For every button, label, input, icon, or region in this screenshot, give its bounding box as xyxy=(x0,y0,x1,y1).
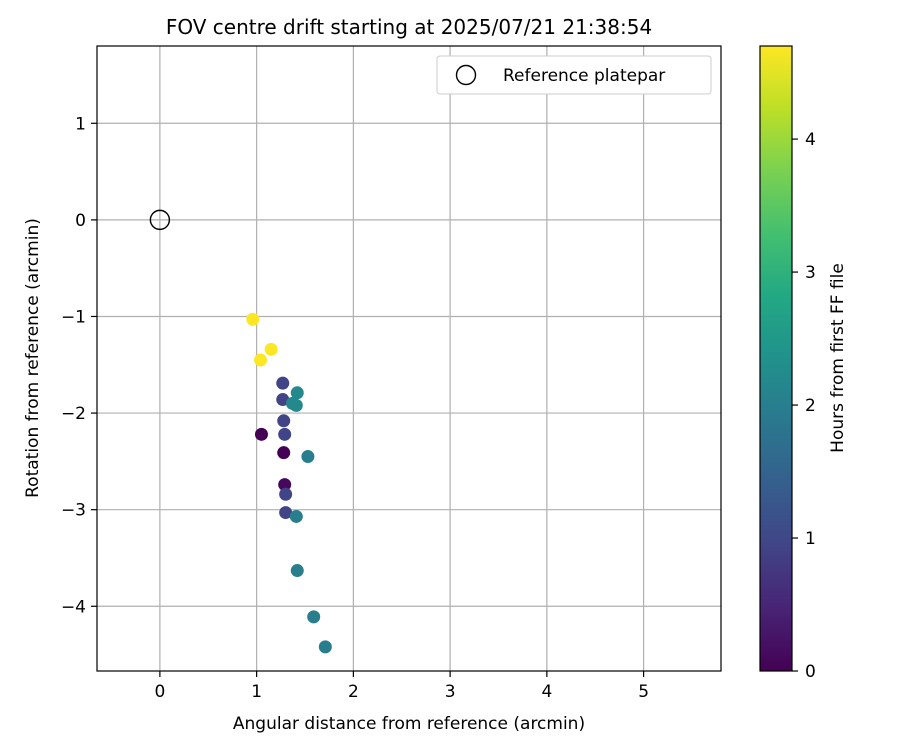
plot-frame xyxy=(96,45,722,672)
reference-marker-group xyxy=(149,209,171,231)
x-tick-label: 5 xyxy=(638,682,649,702)
x-tick-label: 2 xyxy=(348,682,359,702)
plot-area: 0 1 2 3 4 5 −4 −3 −2 −1 0 1 xyxy=(61,45,722,702)
colorbar-tick-label: 0 xyxy=(805,662,816,682)
y-tick-label: −2 xyxy=(61,404,86,424)
x-axis-label: Angular distance from reference (arcmin) xyxy=(233,714,585,734)
x-tick-label: 4 xyxy=(541,682,552,702)
colorbar-tick-label: 4 xyxy=(805,130,816,150)
colorbar-tick-label: 3 xyxy=(805,263,816,283)
y-tick-label: −3 xyxy=(61,501,86,521)
reference-platepar-marker xyxy=(149,209,171,231)
colorbar-tick-label: 2 xyxy=(805,396,816,416)
x-axis-ticks: 0 1 2 3 4 5 xyxy=(154,671,649,702)
legend-reference-marker xyxy=(455,64,477,86)
colorbar: 0 1 2 3 4 Hours from first FF file xyxy=(759,45,848,682)
y-tick-label: −4 xyxy=(61,597,86,617)
data-points xyxy=(246,312,332,654)
colorbar-label: Hours from first FF file xyxy=(828,263,848,453)
data-point xyxy=(290,386,304,400)
data-point xyxy=(254,427,268,441)
data-point xyxy=(279,506,293,520)
x-tick-label: 3 xyxy=(445,682,456,702)
legend-box xyxy=(436,55,712,95)
grid-lines xyxy=(97,46,721,671)
data-point xyxy=(276,376,290,390)
y-axis-ticks: −4 −3 −2 −1 0 1 xyxy=(61,114,97,617)
data-point xyxy=(279,487,293,501)
colorbar-ticks: 0 1 2 3 4 xyxy=(792,130,816,682)
data-point xyxy=(289,509,303,523)
data-point xyxy=(246,312,260,326)
plot-background xyxy=(97,46,721,671)
colorbar-tick-label: 1 xyxy=(805,529,816,549)
y-tick-label: −1 xyxy=(61,307,86,327)
legend: Reference platepar xyxy=(436,55,712,95)
data-point xyxy=(278,478,292,492)
data-point xyxy=(301,450,315,464)
data-point xyxy=(290,564,304,578)
data-point xyxy=(277,446,291,460)
chart-title: FOV centre drift starting at 2025/07/21 … xyxy=(166,15,652,39)
data-point xyxy=(318,640,332,654)
data-point xyxy=(277,414,291,428)
y-tick-label: 0 xyxy=(75,211,86,231)
y-tick-label: 1 xyxy=(75,114,86,134)
colorbar-gradient xyxy=(759,45,793,672)
data-point xyxy=(307,610,321,624)
data-point xyxy=(264,342,278,356)
x-tick-label: 0 xyxy=(154,682,165,702)
legend-label-reference: Reference platepar xyxy=(503,66,665,86)
y-axis-label: Rotation from reference (arcmin) xyxy=(23,218,43,498)
x-tick-label: 1 xyxy=(251,682,262,702)
data-point xyxy=(289,398,303,412)
data-point xyxy=(278,427,292,441)
data-point xyxy=(253,353,267,367)
